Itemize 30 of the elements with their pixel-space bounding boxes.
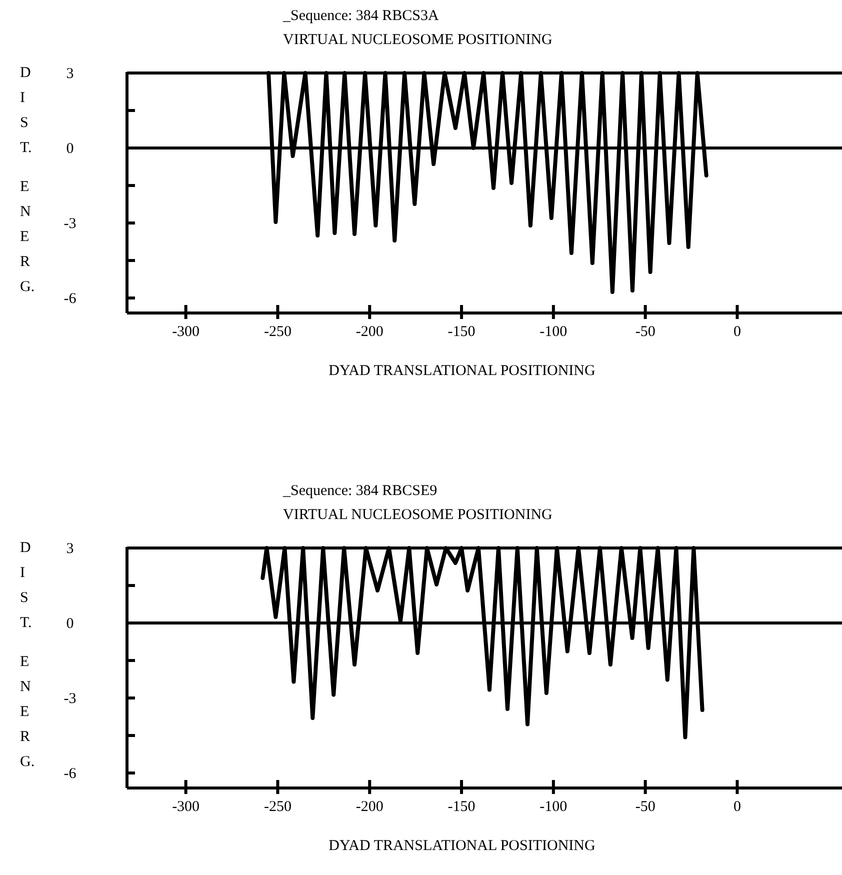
y-tick-label: 3 bbox=[66, 541, 74, 557]
x-tick-label: 0 bbox=[733, 324, 741, 340]
x-tick-label: -200 bbox=[356, 324, 384, 340]
x-axis-title: DYAD TRANSLATIONAL POSITIONING bbox=[328, 838, 596, 854]
x-tick-label: -150 bbox=[448, 324, 476, 340]
x-tick-label: -50 bbox=[635, 799, 656, 815]
y-tick-label: -3 bbox=[64, 216, 76, 232]
y-tick-label: 3 bbox=[66, 66, 74, 82]
x-tick-label: -250 bbox=[264, 324, 292, 340]
x-tick-label: -250 bbox=[264, 799, 292, 815]
y-tick-label: 0 bbox=[66, 141, 74, 157]
x-tick-label: -100 bbox=[540, 799, 568, 815]
chart-title: _Sequence: 384 RBCS3A bbox=[282, 8, 439, 24]
x-tick-label: 0 bbox=[733, 799, 741, 815]
text: DIST. ENERG. bbox=[20, 540, 35, 770]
x-tick-label: -50 bbox=[635, 324, 656, 340]
x-tick-label: -100 bbox=[540, 324, 568, 340]
x-axis-title: DYAD TRANSLATIONAL POSITIONING bbox=[328, 363, 596, 379]
x-tick-label: -300 bbox=[172, 324, 200, 340]
x-tick-label: -150 bbox=[448, 799, 476, 815]
y-tick-label: -6 bbox=[64, 291, 77, 307]
chart-title: _Sequence: 384 RBCSE9 bbox=[282, 483, 438, 499]
y-tick-label: 0 bbox=[66, 616, 74, 632]
chart-subtitle: VIRTUAL NUCLEOSOME POSITIONING bbox=[283, 32, 553, 48]
text: DIST. ENERG. bbox=[20, 65, 35, 295]
x-tick-label: -200 bbox=[356, 799, 384, 815]
chart-subtitle: VIRTUAL NUCLEOSOME POSITIONING bbox=[283, 507, 553, 523]
x-tick-label: -300 bbox=[172, 799, 200, 815]
y-tick-label: -3 bbox=[64, 691, 76, 707]
y-tick-label: -6 bbox=[64, 766, 77, 782]
